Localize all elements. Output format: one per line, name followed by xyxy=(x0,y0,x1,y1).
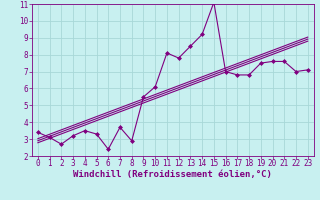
X-axis label: Windchill (Refroidissement éolien,°C): Windchill (Refroidissement éolien,°C) xyxy=(73,170,272,179)
